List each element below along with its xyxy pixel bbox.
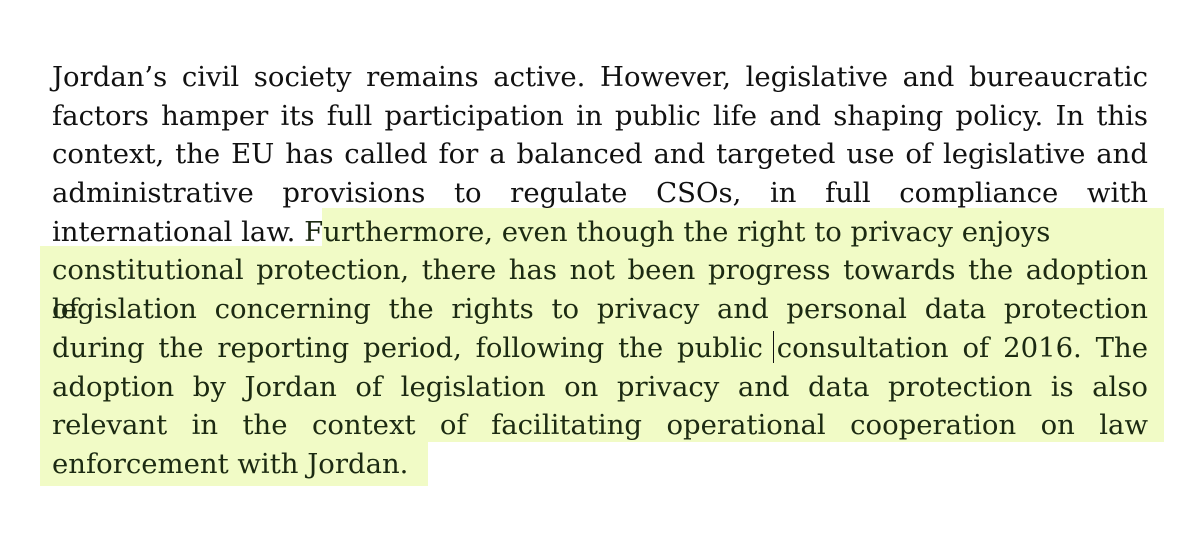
text-line: Jordan’s civil society remains active. H… (52, 61, 1148, 93)
highlighted-text-line: adoption by Jordan of legislation on pri… (52, 370, 1148, 403)
highlighted-text-line: relevant in the context of facilitating … (52, 409, 1148, 442)
plain-text-segment: international law. (52, 215, 305, 248)
text-line: context, the EU has called for a balance… (52, 138, 1148, 171)
highlighted-text-line: enforcement with Jordan. (52, 447, 409, 480)
highlighted-text-line: constitutional protection, there has not… (52, 254, 1148, 326)
highlighted-text-line: during the reporting period, following t… (52, 331, 1148, 364)
text-line: factors hamper its full participation in… (52, 99, 1148, 132)
text-cursor (773, 331, 774, 363)
paragraph: Jordan’s civil society remains active. H… (52, 58, 1148, 484)
text-line: international law. Furthermore, even tho… (52, 213, 1148, 252)
highlighted-text-segment: Furthermore, even though the right to pr… (304, 215, 1051, 248)
text-line: administrative provisions to regulate CS… (52, 177, 1148, 210)
highlighted-text-line: legislation concerning the rights to pri… (52, 293, 1148, 326)
